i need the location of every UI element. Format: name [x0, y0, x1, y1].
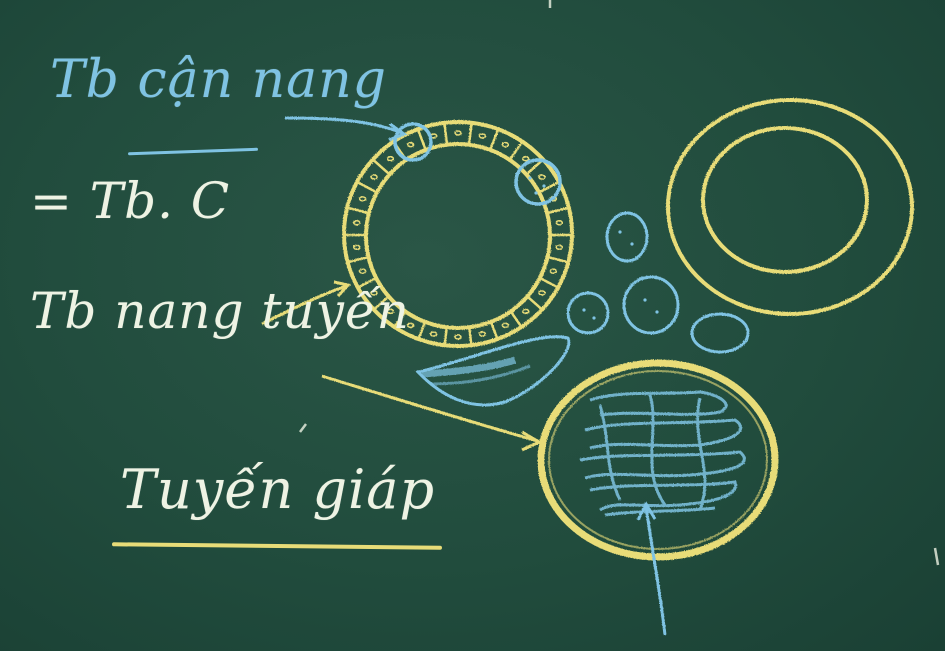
- ring-segment-divider: [393, 310, 407, 328]
- ring-segment-divider: [443, 123, 449, 144]
- colloid-stroke: [584, 418, 743, 450]
- arrowhead-follicular-cell: [333, 280, 351, 298]
- arrowhead-colloid: [636, 500, 657, 521]
- ring-cell-nucleus: [549, 268, 558, 274]
- colloid-stroke: [589, 480, 738, 512]
- ring-cell-nucleus: [538, 174, 546, 180]
- colloid-follicle: [537, 359, 779, 561]
- arrow-c-cell: [284, 116, 403, 135]
- colloid-stroke: [648, 394, 667, 506]
- c-cell-top: [393, 122, 433, 162]
- colloid-stroke: [696, 397, 707, 511]
- follicle-ring: [342, 120, 574, 348]
- ring-segment-divider: [467, 123, 473, 144]
- ring-segment-divider: [538, 181, 558, 194]
- ring-segment-divider: [443, 326, 449, 347]
- ring-cell-nucleus: [555, 244, 564, 251]
- ring-segment-divider: [417, 320, 427, 341]
- small-cell-dots: [582, 230, 659, 320]
- ring-segment-divider: [373, 159, 390, 175]
- label-follicular-cell: Tb nang tuyến: [30, 282, 410, 340]
- arrow-follicular-cell: [261, 284, 347, 326]
- small-cell-4: [690, 312, 750, 354]
- follicle-outer-wall: [342, 120, 574, 348]
- elongated-cell: [415, 335, 571, 407]
- ring-segment-divider: [358, 181, 378, 194]
- label-c-cell: Tb cận nang: [50, 50, 387, 110]
- ring-segment-divider: [417, 129, 427, 150]
- ring-cell-nucleus: [454, 130, 462, 136]
- ring-segment-divider: [547, 206, 568, 215]
- arrows: [261, 116, 667, 636]
- ring-segment-divider: [348, 255, 369, 264]
- ring-cell-nucleus: [555, 219, 564, 226]
- colloid-stroke: [579, 450, 746, 480]
- ring-cell-nucleus: [352, 219, 361, 226]
- ring-cell-nucleus: [386, 308, 395, 315]
- small-cell-1: [605, 211, 649, 263]
- ring-cell-nucleus: [370, 174, 378, 180]
- arrow-to-colloid-follicle: [321, 374, 539, 443]
- ring-cell-nucleus: [352, 244, 361, 251]
- ring-cell-nucleus: [501, 322, 510, 329]
- ring-cell-nucleus: [358, 196, 367, 202]
- colloid-stroke: [589, 390, 728, 417]
- colloid-scribble: [579, 390, 746, 517]
- small-cell-2: [566, 291, 610, 335]
- ring-cell-nucleus: [358, 268, 367, 274]
- arrowhead-c-cell: [388, 122, 408, 142]
- label-cell-equation: = Tb. C: [30, 172, 231, 230]
- ring-cell-nucleus: [501, 141, 510, 148]
- label-thyroid: Tuyến giáp: [120, 458, 436, 521]
- ring-cell-nucleus: [478, 133, 487, 139]
- ring-cell-nucleus: [386, 155, 395, 162]
- ring-segment-divider: [509, 142, 523, 160]
- ring-cell-nucleus: [429, 331, 438, 337]
- ring-segment-divider: [348, 206, 369, 215]
- arrow-colloid: [644, 505, 667, 636]
- ring-segment-divider: [489, 320, 499, 341]
- c-cell-right: [514, 158, 562, 206]
- ring-segment-divider: [547, 255, 568, 264]
- arrowhead-colloid-follicle: [521, 430, 543, 452]
- ring-segment-divider: [358, 276, 378, 289]
- small-cells: [566, 211, 750, 354]
- ring-cell-nucleus: [406, 141, 415, 148]
- colloid-stroke: [598, 404, 622, 501]
- ring-cell-nucleus: [521, 308, 530, 315]
- chalk-marks: [299, 0, 940, 566]
- ring-cell-nucleus: [370, 290, 378, 296]
- ring-segment-divider: [526, 159, 543, 175]
- follicle-cell-segments: [346, 123, 570, 347]
- double-ring-outer: [666, 98, 914, 316]
- ring-cell-nucleus: [406, 322, 415, 329]
- double-ring: [666, 98, 914, 316]
- colloid-follicle-wall: [537, 359, 779, 561]
- colloid-stroke: [604, 506, 716, 517]
- c-cell-dots: [528, 176, 546, 195]
- ring-segment-divider: [373, 295, 390, 311]
- ring-cell-nucleus: [538, 290, 546, 296]
- ring-segment-divider: [509, 310, 523, 328]
- ring-cell-nucleus: [478, 331, 487, 337]
- ring-segment-divider: [538, 276, 558, 289]
- small-cell-3: [622, 275, 680, 335]
- ring-cell-nucleus: [521, 155, 530, 162]
- ring-cell-nucleus: [454, 334, 462, 340]
- ring-segment-divider: [467, 326, 473, 347]
- double-ring-inner: [701, 126, 869, 274]
- ring-segment-divider: [526, 295, 543, 311]
- ring-segment-divider: [489, 129, 499, 150]
